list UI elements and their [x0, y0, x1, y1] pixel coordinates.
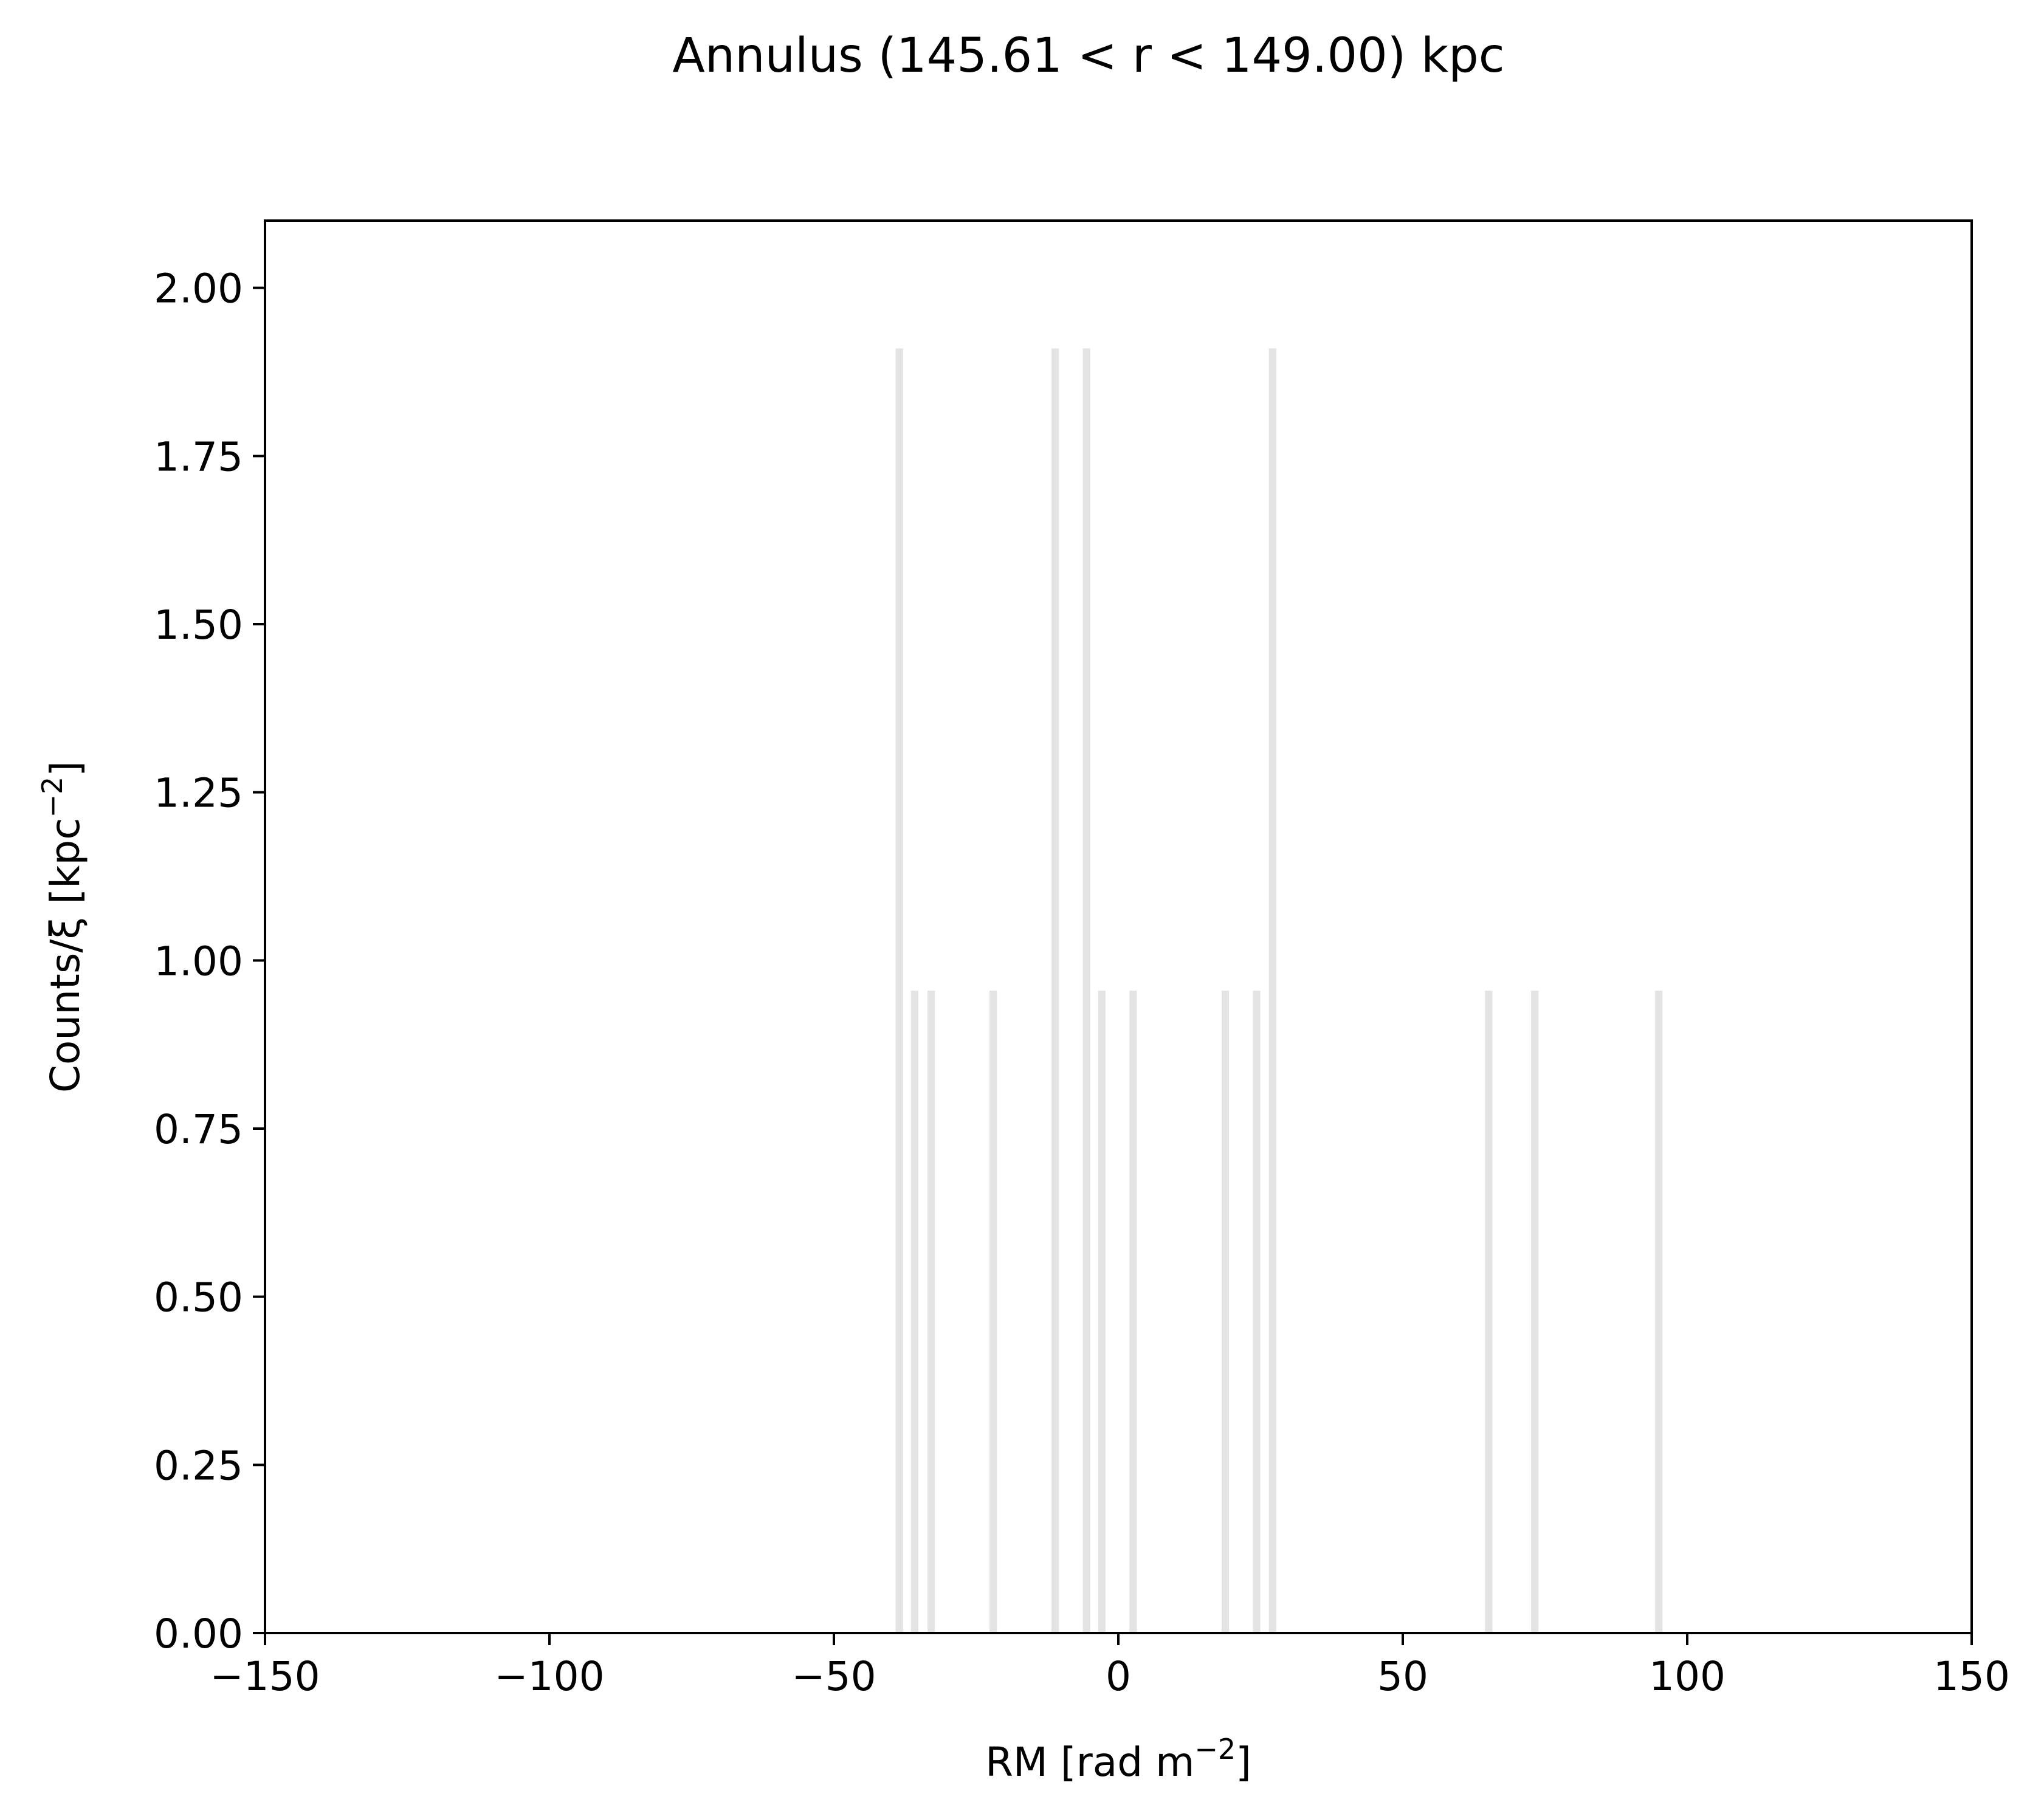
y-axis: 0.00 0.25 0.50 0.75 1.00 1.25 1.50 1.75 2.00: [154, 266, 265, 1657]
x-axis-label-end: ]: [1236, 1739, 1251, 1786]
y-tick-label: 1.75: [154, 433, 243, 480]
histogram-bar: [1485, 991, 1493, 1633]
histogram-bar: [1221, 991, 1230, 1633]
x-axis-label-main: RM [rad m: [985, 1739, 1194, 1786]
y-tick-label: 0.25: [154, 1442, 243, 1489]
x-axis: −150 −100 −50 0 50 100 150: [210, 1633, 2010, 1700]
histogram-bar: [1531, 991, 1539, 1633]
x-tick-label: −50: [791, 1653, 876, 1700]
bars-layer: [895, 348, 1663, 1633]
histogram-bar: [1268, 348, 1276, 1633]
x-tick-label: 0: [1106, 1653, 1131, 1700]
y-tick-label: 0.50: [154, 1274, 243, 1321]
x-axis-label: RM [rad m−2]: [985, 1733, 1251, 1786]
y-tick-label: 1.00: [154, 938, 243, 985]
histogram-bar: [910, 991, 918, 1633]
y-axis-label-sup: −2: [36, 777, 69, 818]
y-tick-label: 2.00: [154, 266, 243, 312]
x-tick-label: 100: [1649, 1653, 1726, 1700]
y-axis-label-end: ]: [42, 761, 89, 777]
x-tick-label: 50: [1377, 1653, 1428, 1700]
chart-title: Annulus (145.61 < r < 149.00) kpc: [672, 29, 1504, 83]
histogram-bar: [1129, 991, 1137, 1633]
histogram-bar: [1082, 348, 1090, 1633]
histogram-bar: [1098, 991, 1106, 1633]
y-tick-label: 1.25: [154, 770, 243, 817]
y-axis-label: Counts/ξ [kpc−2]: [36, 761, 89, 1093]
y-axis-label-main: Counts/ξ [kpc: [42, 818, 89, 1093]
x-tick-label: −100: [494, 1653, 604, 1700]
histogram-bar: [989, 991, 997, 1633]
x-axis-label-sup: −2: [1194, 1733, 1236, 1766]
histogram-bar: [1253, 991, 1261, 1633]
histogram-bar: [1051, 348, 1059, 1633]
x-tick-label: 150: [1933, 1653, 2010, 1700]
y-tick-label: 0.75: [154, 1106, 243, 1153]
histogram-bar: [927, 991, 935, 1633]
y-tick-label: 0.00: [154, 1611, 243, 1657]
y-tick-label: 1.50: [154, 602, 243, 648]
x-tick-label: −150: [210, 1653, 320, 1700]
histogram-bar: [1655, 991, 1663, 1633]
histogram-bar: [895, 348, 903, 1633]
